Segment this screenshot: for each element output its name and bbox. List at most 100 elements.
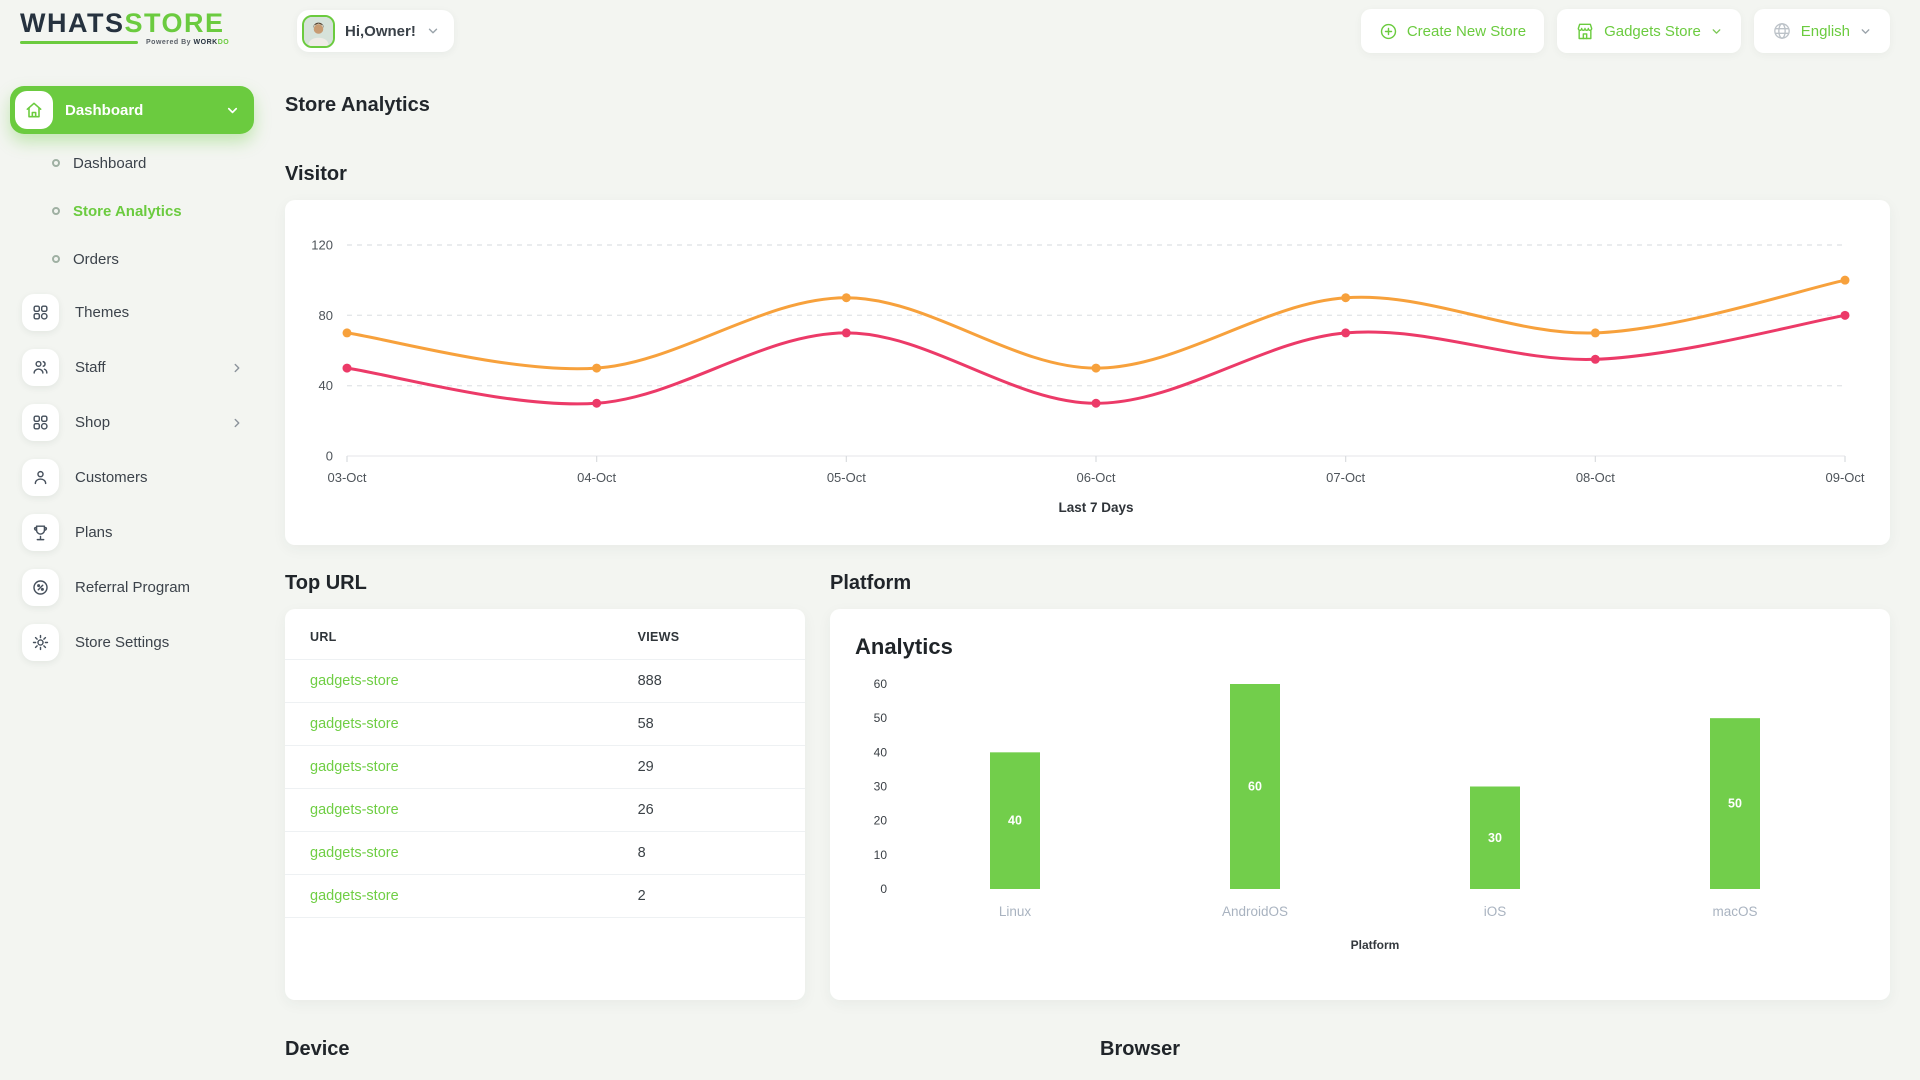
logo-underline bbox=[20, 41, 138, 44]
table-row: gadgets-store 58 bbox=[285, 702, 805, 746]
trophy-icon bbox=[22, 514, 59, 551]
svg-text:macOS: macOS bbox=[1712, 904, 1757, 919]
sidebar-item-dashboard[interactable]: Dashboard bbox=[10, 139, 262, 187]
logo-text: WHATSSTORE bbox=[20, 8, 225, 38]
visitor-line-chart: 0 40 80 120 03-Oct 04-Oct 05-Oct 06-Oct 07-Oct 08… bbox=[305, 220, 1870, 525]
views-value: 58 bbox=[612, 702, 805, 746]
visitor-section-heading: Visitor bbox=[285, 163, 347, 185]
visitor-chart-card: 0 40 80 120 03-Oct 04-Oct 05-Oct 06-Oct 07-Oct 08… bbox=[285, 200, 1890, 545]
sidebar-item-store-settings[interactable]: Store Settings bbox=[10, 615, 262, 670]
svg-text:30: 30 bbox=[874, 780, 888, 794]
users-icon bbox=[22, 349, 59, 386]
globe-icon bbox=[1773, 23, 1790, 39]
svg-text:07-Oct: 07-Oct bbox=[1326, 470, 1365, 485]
platform-chart-card: Analytics 0 10 20 30 40 50 60 40 Linux 60 AndroidO… bbox=[830, 609, 1890, 1000]
store-icon bbox=[1577, 23, 1593, 40]
table-row: gadgets-store 26 bbox=[285, 788, 805, 832]
table-row: gadgets-store 29 bbox=[285, 745, 805, 789]
sidebar-item-plans[interactable]: Plans bbox=[10, 505, 262, 560]
page-title: Store Analytics bbox=[285, 94, 430, 116]
views-value: 26 bbox=[612, 788, 805, 832]
svg-text:08-Oct: 08-Oct bbox=[1576, 470, 1615, 485]
svg-text:60: 60 bbox=[874, 677, 888, 691]
sidebar-item-customers[interactable]: Customers bbox=[10, 450, 262, 505]
platform-bar-chart: 0 10 20 30 40 50 60 40 Linux 60 AndroidOS 30 iOS 50 ma… bbox=[855, 674, 1865, 969]
avatar bbox=[302, 14, 335, 48]
svg-text:09-Oct: 09-Oct bbox=[1825, 470, 1864, 485]
sidebar: Dashboard Dashboard Store Analytics Orde… bbox=[10, 86, 262, 670]
chevron-down-icon bbox=[1861, 28, 1870, 34]
table-row: gadgets-store 2 bbox=[285, 874, 805, 918]
logo-tagline: Powered By WORKDO bbox=[20, 39, 229, 46]
platform-section-heading: Platform bbox=[830, 572, 912, 594]
svg-text:iOS: iOS bbox=[1484, 904, 1507, 919]
grid-icon bbox=[22, 294, 59, 331]
svg-text:50: 50 bbox=[1728, 797, 1742, 811]
browser-section-heading: Browser bbox=[1100, 1038, 1181, 1060]
views-value: 8 bbox=[612, 831, 805, 875]
chevron-right-icon bbox=[234, 418, 240, 427]
table-row: gadgets-store 8 bbox=[285, 831, 805, 875]
svg-text:0: 0 bbox=[326, 449, 333, 464]
svg-text:06-Oct: 06-Oct bbox=[1076, 470, 1115, 485]
chevron-down-icon bbox=[428, 28, 438, 34]
svg-text:40: 40 bbox=[1008, 814, 1022, 828]
sidebar-menu: Themes Staff Shop Customers Pl bbox=[10, 285, 262, 670]
url-link[interactable]: gadgets-store bbox=[285, 788, 613, 832]
sidebar-group-label: Dashboard bbox=[65, 101, 144, 119]
sidebar-item-store-analytics[interactable]: Store Analytics bbox=[10, 187, 262, 235]
url-link[interactable]: gadgets-store bbox=[285, 745, 613, 789]
plus-circle-icon bbox=[1380, 23, 1397, 39]
col-header-views: VIEWS bbox=[612, 609, 805, 660]
svg-text:20: 20 bbox=[874, 814, 888, 828]
svg-text:30: 30 bbox=[1488, 831, 1502, 845]
top-header: WHATSSTORE Powered By WORKDO Hi,Owner! C… bbox=[0, 0, 1920, 62]
chevron-down-icon bbox=[1712, 28, 1721, 34]
views-value: 2 bbox=[612, 874, 805, 918]
views-value: 888 bbox=[612, 659, 805, 703]
url-link[interactable]: gadgets-store bbox=[285, 659, 613, 703]
gear-icon bbox=[22, 624, 59, 661]
home-icon bbox=[15, 91, 53, 129]
user-menu[interactable]: Hi,Owner! bbox=[297, 10, 454, 52]
svg-text:Platform: Platform bbox=[1351, 938, 1400, 952]
device-section-heading: Device bbox=[285, 1038, 350, 1060]
top-url-section-heading: Top URL bbox=[285, 572, 367, 594]
sidebar-item-orders[interactable]: Orders bbox=[10, 235, 262, 283]
language-dropdown[interactable]: English bbox=[1753, 9, 1890, 53]
sidebar-item-staff[interactable]: Staff bbox=[10, 340, 262, 395]
url-link[interactable]: gadgets-store bbox=[285, 831, 613, 875]
svg-text:120: 120 bbox=[311, 238, 333, 253]
store-selector-label: Gadgets Store bbox=[1604, 22, 1701, 40]
svg-text:AndroidOS: AndroidOS bbox=[1222, 904, 1288, 919]
svg-text:04-Oct: 04-Oct bbox=[577, 470, 616, 485]
grid-icon bbox=[22, 404, 59, 441]
views-value: 29 bbox=[612, 745, 805, 789]
app-logo[interactable]: WHATSSTORE Powered By WORKDO bbox=[20, 9, 229, 46]
table-header-row: URL VIEWS bbox=[285, 609, 805, 660]
user-icon bbox=[22, 459, 59, 496]
create-new-store-button[interactable]: Create New Store bbox=[1360, 9, 1545, 53]
store-selector-dropdown[interactable]: Gadgets Store bbox=[1557, 9, 1741, 53]
bullet-icon bbox=[52, 255, 60, 263]
top-url-card: URL VIEWS gadgets-store 888 gadgets-store… bbox=[285, 609, 805, 1000]
svg-text:10: 10 bbox=[874, 848, 888, 862]
sidebar-item-shop[interactable]: Shop bbox=[10, 395, 262, 450]
svg-text:Linux: Linux bbox=[999, 904, 1032, 919]
badge-percent-icon bbox=[22, 569, 59, 606]
sidebar-sub-list: Dashboard Store Analytics Orders bbox=[10, 139, 262, 283]
create-new-store-label: Create New Store bbox=[1406, 22, 1527, 40]
sidebar-group-dashboard[interactable]: Dashboard bbox=[10, 86, 254, 134]
table-row: gadgets-store 888 bbox=[285, 659, 805, 703]
sidebar-item-themes[interactable]: Themes bbox=[10, 285, 262, 340]
svg-text:50: 50 bbox=[874, 711, 888, 725]
svg-text:0: 0 bbox=[880, 882, 887, 896]
svg-text:60: 60 bbox=[1248, 780, 1262, 794]
sidebar-item-referral-program[interactable]: Referral Program bbox=[10, 560, 262, 615]
url-link[interactable]: gadgets-store bbox=[285, 702, 613, 746]
url-link[interactable]: gadgets-store bbox=[285, 874, 613, 918]
chevron-down-icon bbox=[227, 107, 238, 113]
svg-text:40: 40 bbox=[319, 378, 333, 393]
bullet-icon bbox=[52, 159, 60, 167]
svg-text:05-Oct: 05-Oct bbox=[827, 470, 866, 485]
